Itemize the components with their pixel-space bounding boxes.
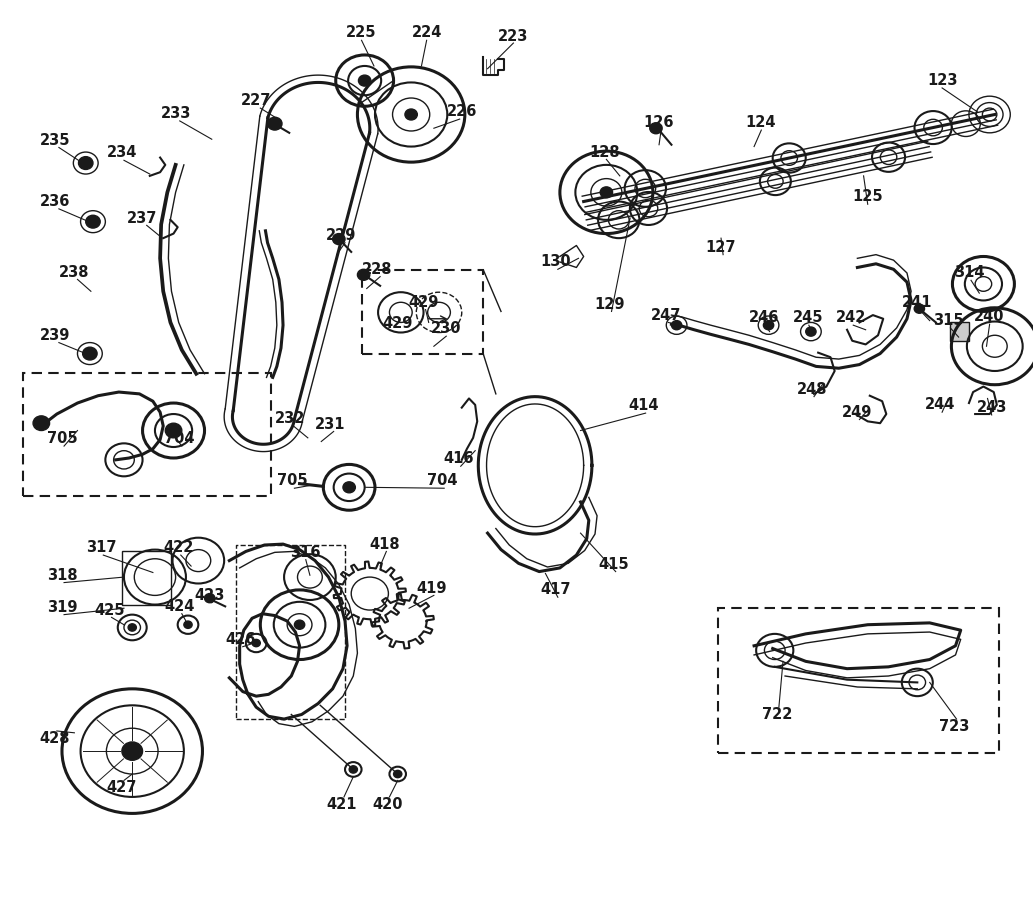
Text: 233: 233 [160, 106, 191, 121]
Text: 704: 704 [164, 431, 195, 446]
Text: 231: 231 [315, 417, 346, 431]
Circle shape [333, 234, 345, 245]
Text: 318: 318 [46, 568, 77, 583]
Text: 704: 704 [427, 474, 458, 488]
Text: 225: 225 [346, 26, 377, 40]
Circle shape [184, 621, 192, 628]
Text: 419: 419 [416, 581, 447, 595]
Text: 428: 428 [39, 731, 70, 746]
Text: 423: 423 [194, 588, 225, 603]
Text: 415: 415 [598, 557, 629, 572]
Circle shape [83, 347, 97, 360]
Bar [362, 270, 483, 354]
Text: 429: 429 [382, 316, 413, 331]
Text: 247: 247 [651, 308, 682, 322]
Text: 239: 239 [39, 328, 70, 343]
Text: 228: 228 [362, 262, 393, 277]
Text: 249: 249 [842, 405, 873, 420]
Text: 229: 229 [325, 228, 356, 243]
Bar [718, 608, 999, 753]
Text: 235: 235 [39, 133, 70, 147]
Bar [950, 322, 969, 341]
Text: 421: 421 [326, 797, 357, 812]
Circle shape [268, 117, 282, 130]
Circle shape [165, 423, 182, 438]
Text: 223: 223 [498, 29, 529, 44]
Text: 128: 128 [589, 145, 620, 159]
Text: 705: 705 [46, 431, 77, 446]
Text: 227: 227 [241, 93, 272, 108]
Text: 240: 240 [974, 310, 1005, 324]
Text: 246: 246 [749, 311, 780, 325]
Bar [23, 373, 271, 496]
Text: 234: 234 [106, 146, 137, 160]
Circle shape [122, 742, 143, 760]
Text: 245: 245 [792, 311, 823, 325]
Text: 425: 425 [94, 603, 125, 617]
Text: 226: 226 [446, 104, 477, 119]
Text: 416: 416 [443, 452, 474, 466]
Circle shape [343, 482, 355, 493]
Text: 125: 125 [852, 190, 883, 204]
Circle shape [358, 75, 371, 86]
Text: 317: 317 [86, 540, 117, 555]
Text: 316: 316 [290, 545, 321, 560]
Text: 129: 129 [594, 297, 625, 311]
Text: 123: 123 [927, 73, 958, 88]
Circle shape [650, 123, 662, 134]
Text: 420: 420 [372, 797, 403, 812]
Text: 429: 429 [408, 295, 439, 310]
Text: 238: 238 [59, 265, 90, 279]
Circle shape [600, 187, 613, 198]
Circle shape [205, 594, 215, 603]
Text: 244: 244 [925, 398, 956, 412]
Text: 422: 422 [163, 540, 194, 555]
Text: 315: 315 [933, 313, 964, 328]
Text: 124: 124 [745, 115, 776, 130]
Text: 230: 230 [431, 322, 462, 336]
Text: 248: 248 [796, 382, 827, 397]
Text: 242: 242 [836, 311, 867, 325]
Text: 319: 319 [46, 600, 77, 615]
Text: 237: 237 [127, 211, 158, 225]
Circle shape [86, 215, 100, 228]
Text: 224: 224 [411, 26, 442, 40]
Text: 705: 705 [277, 474, 308, 488]
Circle shape [252, 639, 260, 647]
Text: 426: 426 [225, 632, 256, 647]
Text: 424: 424 [164, 599, 195, 614]
Circle shape [33, 416, 50, 431]
Text: 722: 722 [761, 707, 792, 722]
Text: 723: 723 [939, 719, 970, 734]
Text: 241: 241 [902, 295, 933, 310]
Bar [122, 551, 171, 605]
Circle shape [394, 770, 402, 778]
Text: 236: 236 [39, 194, 70, 209]
Circle shape [763, 321, 774, 330]
Text: 418: 418 [369, 537, 400, 551]
Text: 427: 427 [106, 780, 137, 795]
Text: 414: 414 [628, 398, 659, 413]
Circle shape [128, 624, 136, 631]
Circle shape [357, 269, 370, 280]
Text: 417: 417 [540, 583, 571, 597]
Text: 130: 130 [540, 255, 571, 269]
Text: 126: 126 [644, 115, 675, 130]
Circle shape [914, 304, 925, 313]
Circle shape [671, 321, 682, 330]
Circle shape [349, 766, 357, 773]
Circle shape [79, 157, 93, 169]
Circle shape [806, 327, 816, 336]
Circle shape [294, 620, 305, 629]
Circle shape [405, 109, 417, 120]
Text: 243: 243 [976, 400, 1007, 415]
Text: 127: 127 [706, 240, 737, 255]
Text: 314: 314 [953, 266, 984, 280]
Text: 232: 232 [275, 411, 306, 426]
